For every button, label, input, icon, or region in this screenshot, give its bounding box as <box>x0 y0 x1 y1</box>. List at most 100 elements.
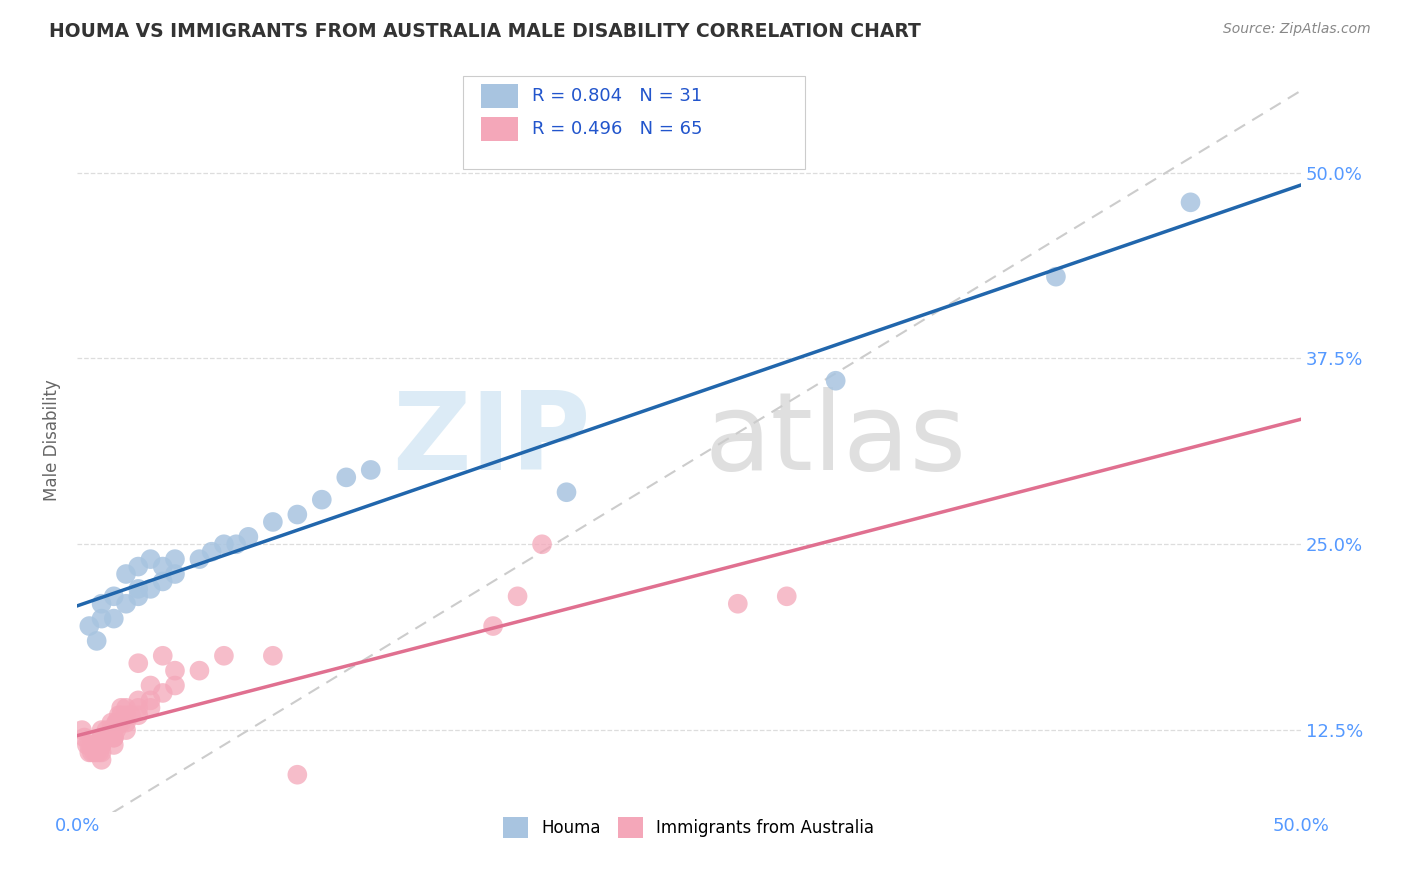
Point <box>110 715 132 730</box>
Point <box>96 731 118 745</box>
Point <box>139 701 162 715</box>
Point <box>87 738 110 752</box>
Point <box>262 515 284 529</box>
Text: Source: ZipAtlas.com: Source: ZipAtlas.com <box>1223 22 1371 37</box>
Point <box>127 590 149 604</box>
Point <box>238 530 260 544</box>
Y-axis label: Male Disability: Male Disability <box>44 379 60 501</box>
Point <box>139 552 162 566</box>
Point <box>100 723 122 738</box>
Point <box>163 567 186 582</box>
Point <box>76 738 98 752</box>
Point <box>110 708 132 723</box>
Point <box>80 738 103 752</box>
Point <box>90 597 112 611</box>
Point <box>105 715 128 730</box>
Point <box>83 746 105 760</box>
Point <box>115 723 138 738</box>
Point <box>139 582 162 596</box>
Point <box>506 590 529 604</box>
Point <box>127 708 149 723</box>
Point <box>115 715 138 730</box>
Point <box>90 738 112 752</box>
Point <box>70 723 93 738</box>
Point <box>139 693 162 707</box>
Point <box>103 723 125 738</box>
Point <box>79 746 101 760</box>
Point <box>90 612 112 626</box>
Point <box>188 552 211 566</box>
Text: atlas: atlas <box>704 387 967 493</box>
Point <box>103 731 125 745</box>
Point <box>103 590 125 604</box>
FancyBboxPatch shape <box>463 76 806 169</box>
Point <box>824 374 846 388</box>
Text: ZIP: ZIP <box>392 387 591 493</box>
Point <box>212 648 235 663</box>
Point <box>80 746 103 760</box>
Point <box>285 508 308 522</box>
Point <box>163 552 186 566</box>
Point <box>152 686 174 700</box>
Point <box>127 657 149 671</box>
Point <box>110 701 132 715</box>
Legend: Houma, Immigrants from Australia: Houma, Immigrants from Australia <box>496 811 882 845</box>
Point <box>105 723 128 738</box>
Point <box>335 470 357 484</box>
Point <box>1045 269 1067 284</box>
Point <box>555 485 578 500</box>
Point <box>262 648 284 663</box>
Point <box>90 738 112 752</box>
Point <box>127 559 149 574</box>
Point <box>163 664 186 678</box>
Point <box>285 768 308 782</box>
Point <box>776 590 799 604</box>
Point <box>79 738 101 752</box>
Point <box>90 753 112 767</box>
Text: R = 0.804   N = 31: R = 0.804 N = 31 <box>533 87 703 105</box>
Point <box>103 738 125 752</box>
Point <box>482 619 505 633</box>
Point <box>103 612 125 626</box>
Point <box>87 746 110 760</box>
Point <box>120 708 142 723</box>
Point <box>115 597 138 611</box>
Point <box>201 545 224 559</box>
Point <box>727 597 749 611</box>
Point <box>127 693 149 707</box>
Point <box>311 492 333 507</box>
Point <box>115 567 138 582</box>
Point <box>225 537 247 551</box>
Point <box>90 738 112 752</box>
Point <box>115 701 138 715</box>
Point <box>86 738 108 752</box>
Point <box>127 701 149 715</box>
Point <box>105 715 128 730</box>
Point <box>103 723 125 738</box>
Point <box>90 731 112 745</box>
Point <box>103 723 125 738</box>
Point <box>139 679 162 693</box>
Point <box>100 715 122 730</box>
Point <box>103 731 125 745</box>
Point <box>360 463 382 477</box>
Point <box>212 537 235 551</box>
Point <box>531 537 554 551</box>
Point <box>86 634 108 648</box>
Point <box>188 664 211 678</box>
Point <box>73 731 96 745</box>
Point <box>1180 195 1202 210</box>
FancyBboxPatch shape <box>481 117 517 141</box>
FancyBboxPatch shape <box>481 84 517 108</box>
Point <box>90 746 112 760</box>
Point <box>127 582 149 596</box>
Point <box>96 723 118 738</box>
Point <box>83 738 105 752</box>
Point <box>90 731 112 745</box>
Text: HOUMA VS IMMIGRANTS FROM AUSTRALIA MALE DISABILITY CORRELATION CHART: HOUMA VS IMMIGRANTS FROM AUSTRALIA MALE … <box>49 22 921 41</box>
Point <box>103 731 125 745</box>
Text: R = 0.496   N = 65: R = 0.496 N = 65 <box>533 120 703 137</box>
Point <box>107 708 129 723</box>
Point <box>115 708 138 723</box>
Point <box>152 574 174 589</box>
